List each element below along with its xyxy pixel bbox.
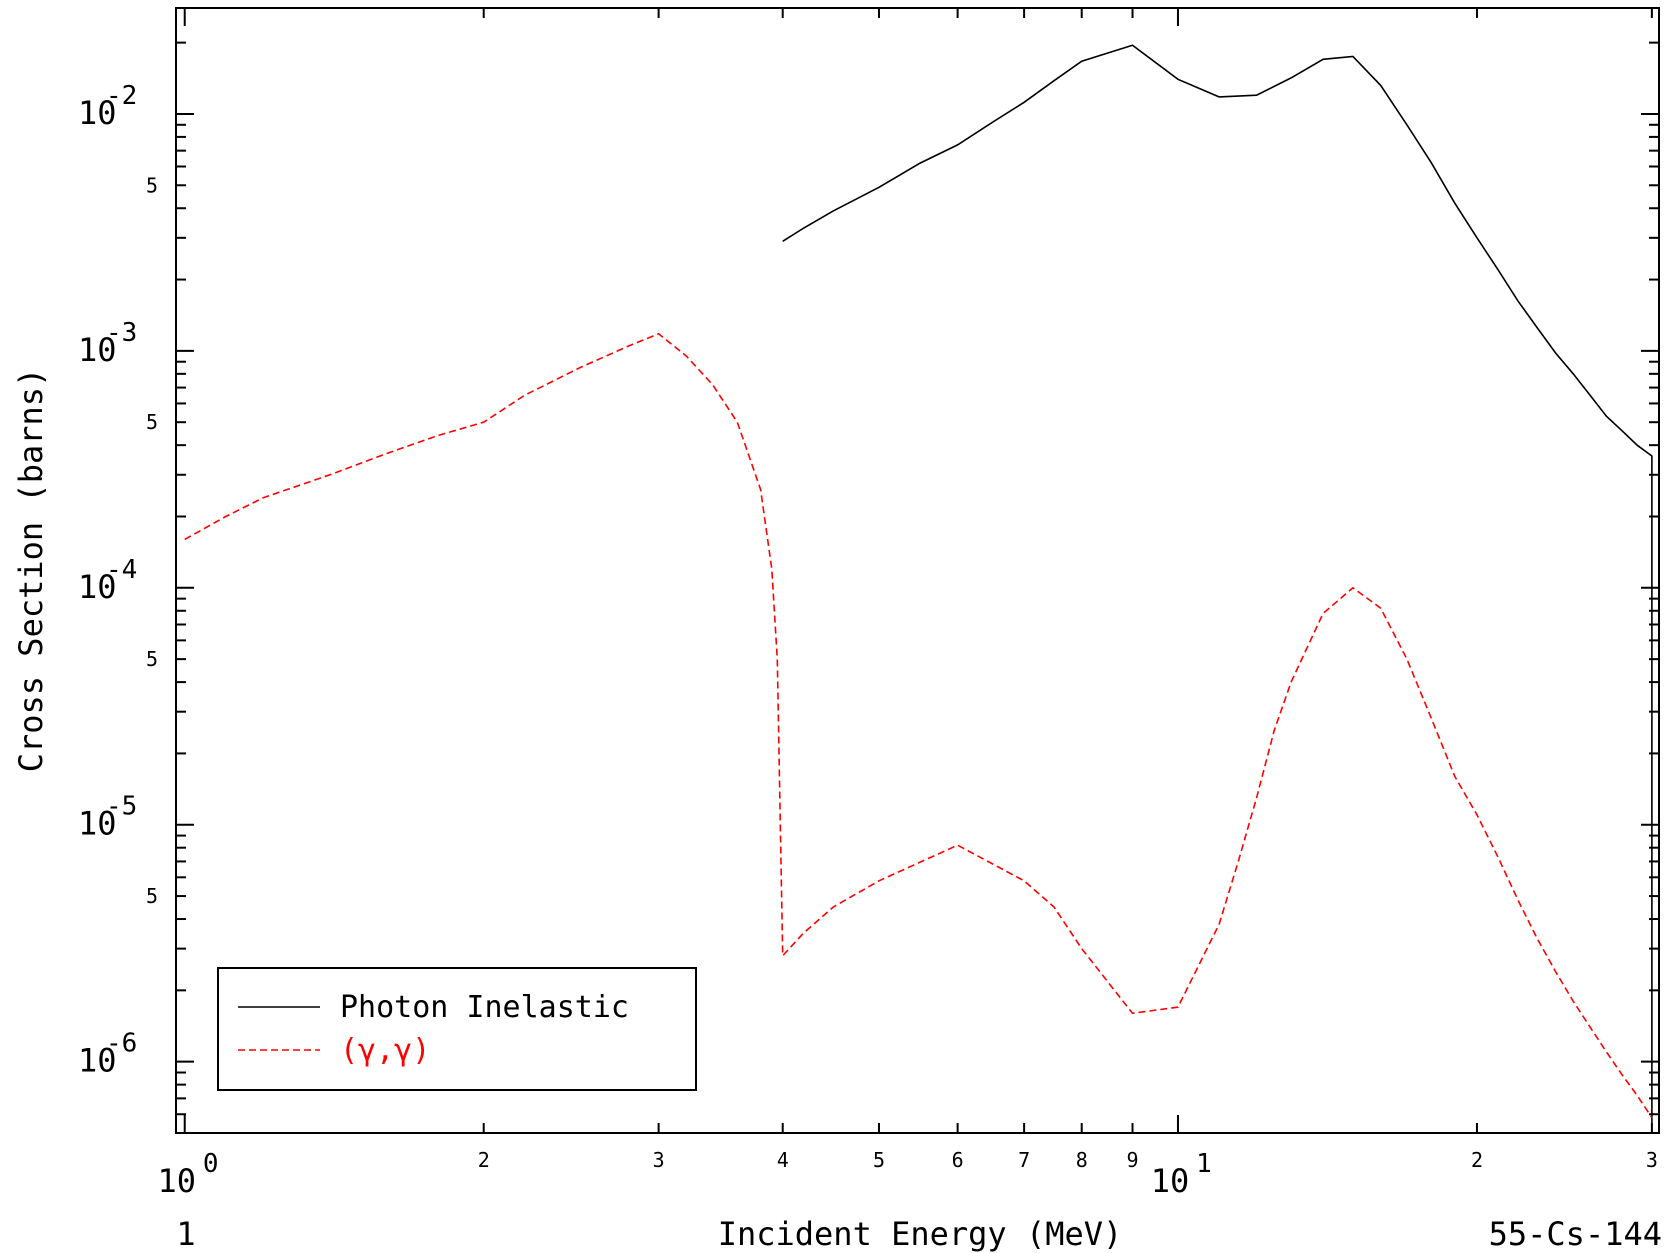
axis-ticks: [176, 8, 1659, 1134]
y-decade-label: 10: [78, 331, 117, 369]
legend-box: [217, 967, 697, 1091]
series-line-photon-inelastic: [782, 44, 1653, 1133]
legend: Photon Inelastic (γ,γ): [217, 967, 697, 1091]
y-decade-exponent: -5: [106, 792, 137, 822]
x-decade-label: 10: [157, 1162, 196, 1200]
y-decade-label: 10: [78, 94, 117, 132]
y-minor-label: 5: [146, 884, 158, 908]
y-decade-exponent: -2: [106, 81, 137, 111]
y-decade-label: 10: [78, 1042, 117, 1080]
series-layer: [184, 44, 1653, 1133]
y-minor-label: 5: [146, 173, 158, 197]
legend-label-photon-inelastic: Photon Inelastic: [340, 990, 629, 1025]
legend-label-gamma-gamma: (γ,γ): [340, 1033, 430, 1068]
x-minor-label: 2: [1471, 1148, 1483, 1172]
footer-right-text: 55-Cs-144: [1489, 1215, 1662, 1253]
x-minor-label: 9: [1126, 1148, 1138, 1172]
x-decade-exponent: 1: [1196, 1149, 1212, 1179]
x-decade-label: 10: [1151, 1162, 1190, 1200]
x-minor-label: 3: [1646, 1148, 1658, 1172]
x-minor-label: 7: [1018, 1148, 1030, 1172]
x-minor-label: 3: [653, 1148, 665, 1172]
x-minor-label: 6: [952, 1148, 964, 1172]
y-decade-exponent: -3: [106, 318, 137, 348]
x-minor-label: 4: [777, 1148, 789, 1172]
y-axis-label: Cross Section (barns): [12, 368, 50, 773]
plot-frame: [175, 7, 1660, 1134]
y-decade-exponent: -6: [106, 1029, 137, 1059]
x-minor-label: 2: [478, 1148, 490, 1172]
series-line-gamma-gamma: [184, 332, 1653, 1119]
x-minor-label: 8: [1076, 1148, 1088, 1172]
x-axis-label: Incident Energy (MeV): [718, 1215, 1123, 1253]
footer-left-text: 1: [176, 1215, 195, 1253]
x-minor-label: 5: [873, 1148, 885, 1172]
y-minor-label: 5: [146, 410, 158, 434]
y-minor-label: 5: [146, 647, 158, 671]
x-decade-exponent: 0: [203, 1149, 219, 1179]
y-decade-label: 10: [78, 568, 117, 606]
y-decade-label: 10: [78, 805, 117, 843]
y-decade-exponent: -4: [106, 555, 137, 585]
